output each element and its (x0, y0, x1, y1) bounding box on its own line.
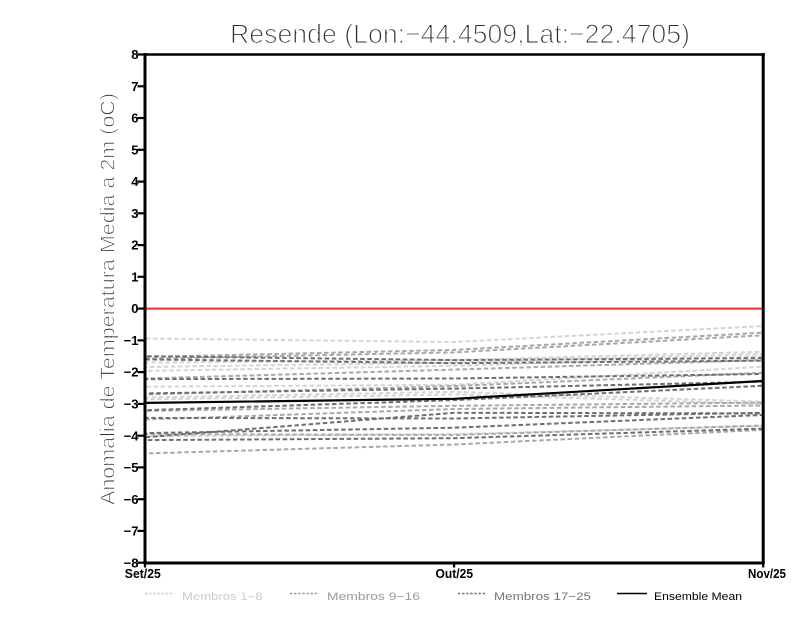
svg-text:Set/25: Set/25 (125, 566, 161, 581)
svg-text:Resende (Lon:−44.4509,Lat:−22.: Resende (Lon:−44.4509,Lat:−22.4705) (230, 19, 690, 49)
svg-text:7: 7 (131, 79, 138, 94)
svg-text:−1: −1 (124, 333, 139, 348)
svg-text:2: 2 (131, 238, 138, 253)
svg-text:−6: −6 (124, 492, 139, 507)
svg-text:−2: −2 (124, 365, 139, 380)
svg-text:0: 0 (131, 301, 138, 316)
svg-text:3: 3 (131, 206, 138, 221)
svg-text:Anomalia de Temperatura Media: Anomalia de Temperatura Media a 2m (oC) (98, 93, 120, 505)
svg-text:Nov/25: Nov/25 (748, 566, 786, 581)
svg-text:8: 8 (131, 47, 138, 62)
svg-text:6: 6 (131, 111, 138, 126)
svg-text:−7: −7 (124, 524, 139, 539)
svg-text:Out/25: Out/25 (436, 566, 474, 581)
svg-text:−4: −4 (124, 428, 140, 443)
svg-text:1: 1 (131, 269, 138, 284)
svg-text:Ensemble Mean: Ensemble Mean (654, 591, 742, 603)
svg-text:−3: −3 (124, 397, 139, 412)
svg-text:Membros 1−8: Membros 1−8 (182, 591, 263, 603)
svg-text:5: 5 (131, 142, 138, 157)
svg-text:4: 4 (131, 174, 139, 189)
svg-text:−5: −5 (124, 460, 139, 475)
svg-text:Membros 17−25: Membros 17−25 (494, 591, 591, 603)
svg-text:Membros 9−16: Membros 9−16 (327, 591, 420, 603)
svg-text:−8: −8 (124, 555, 139, 570)
